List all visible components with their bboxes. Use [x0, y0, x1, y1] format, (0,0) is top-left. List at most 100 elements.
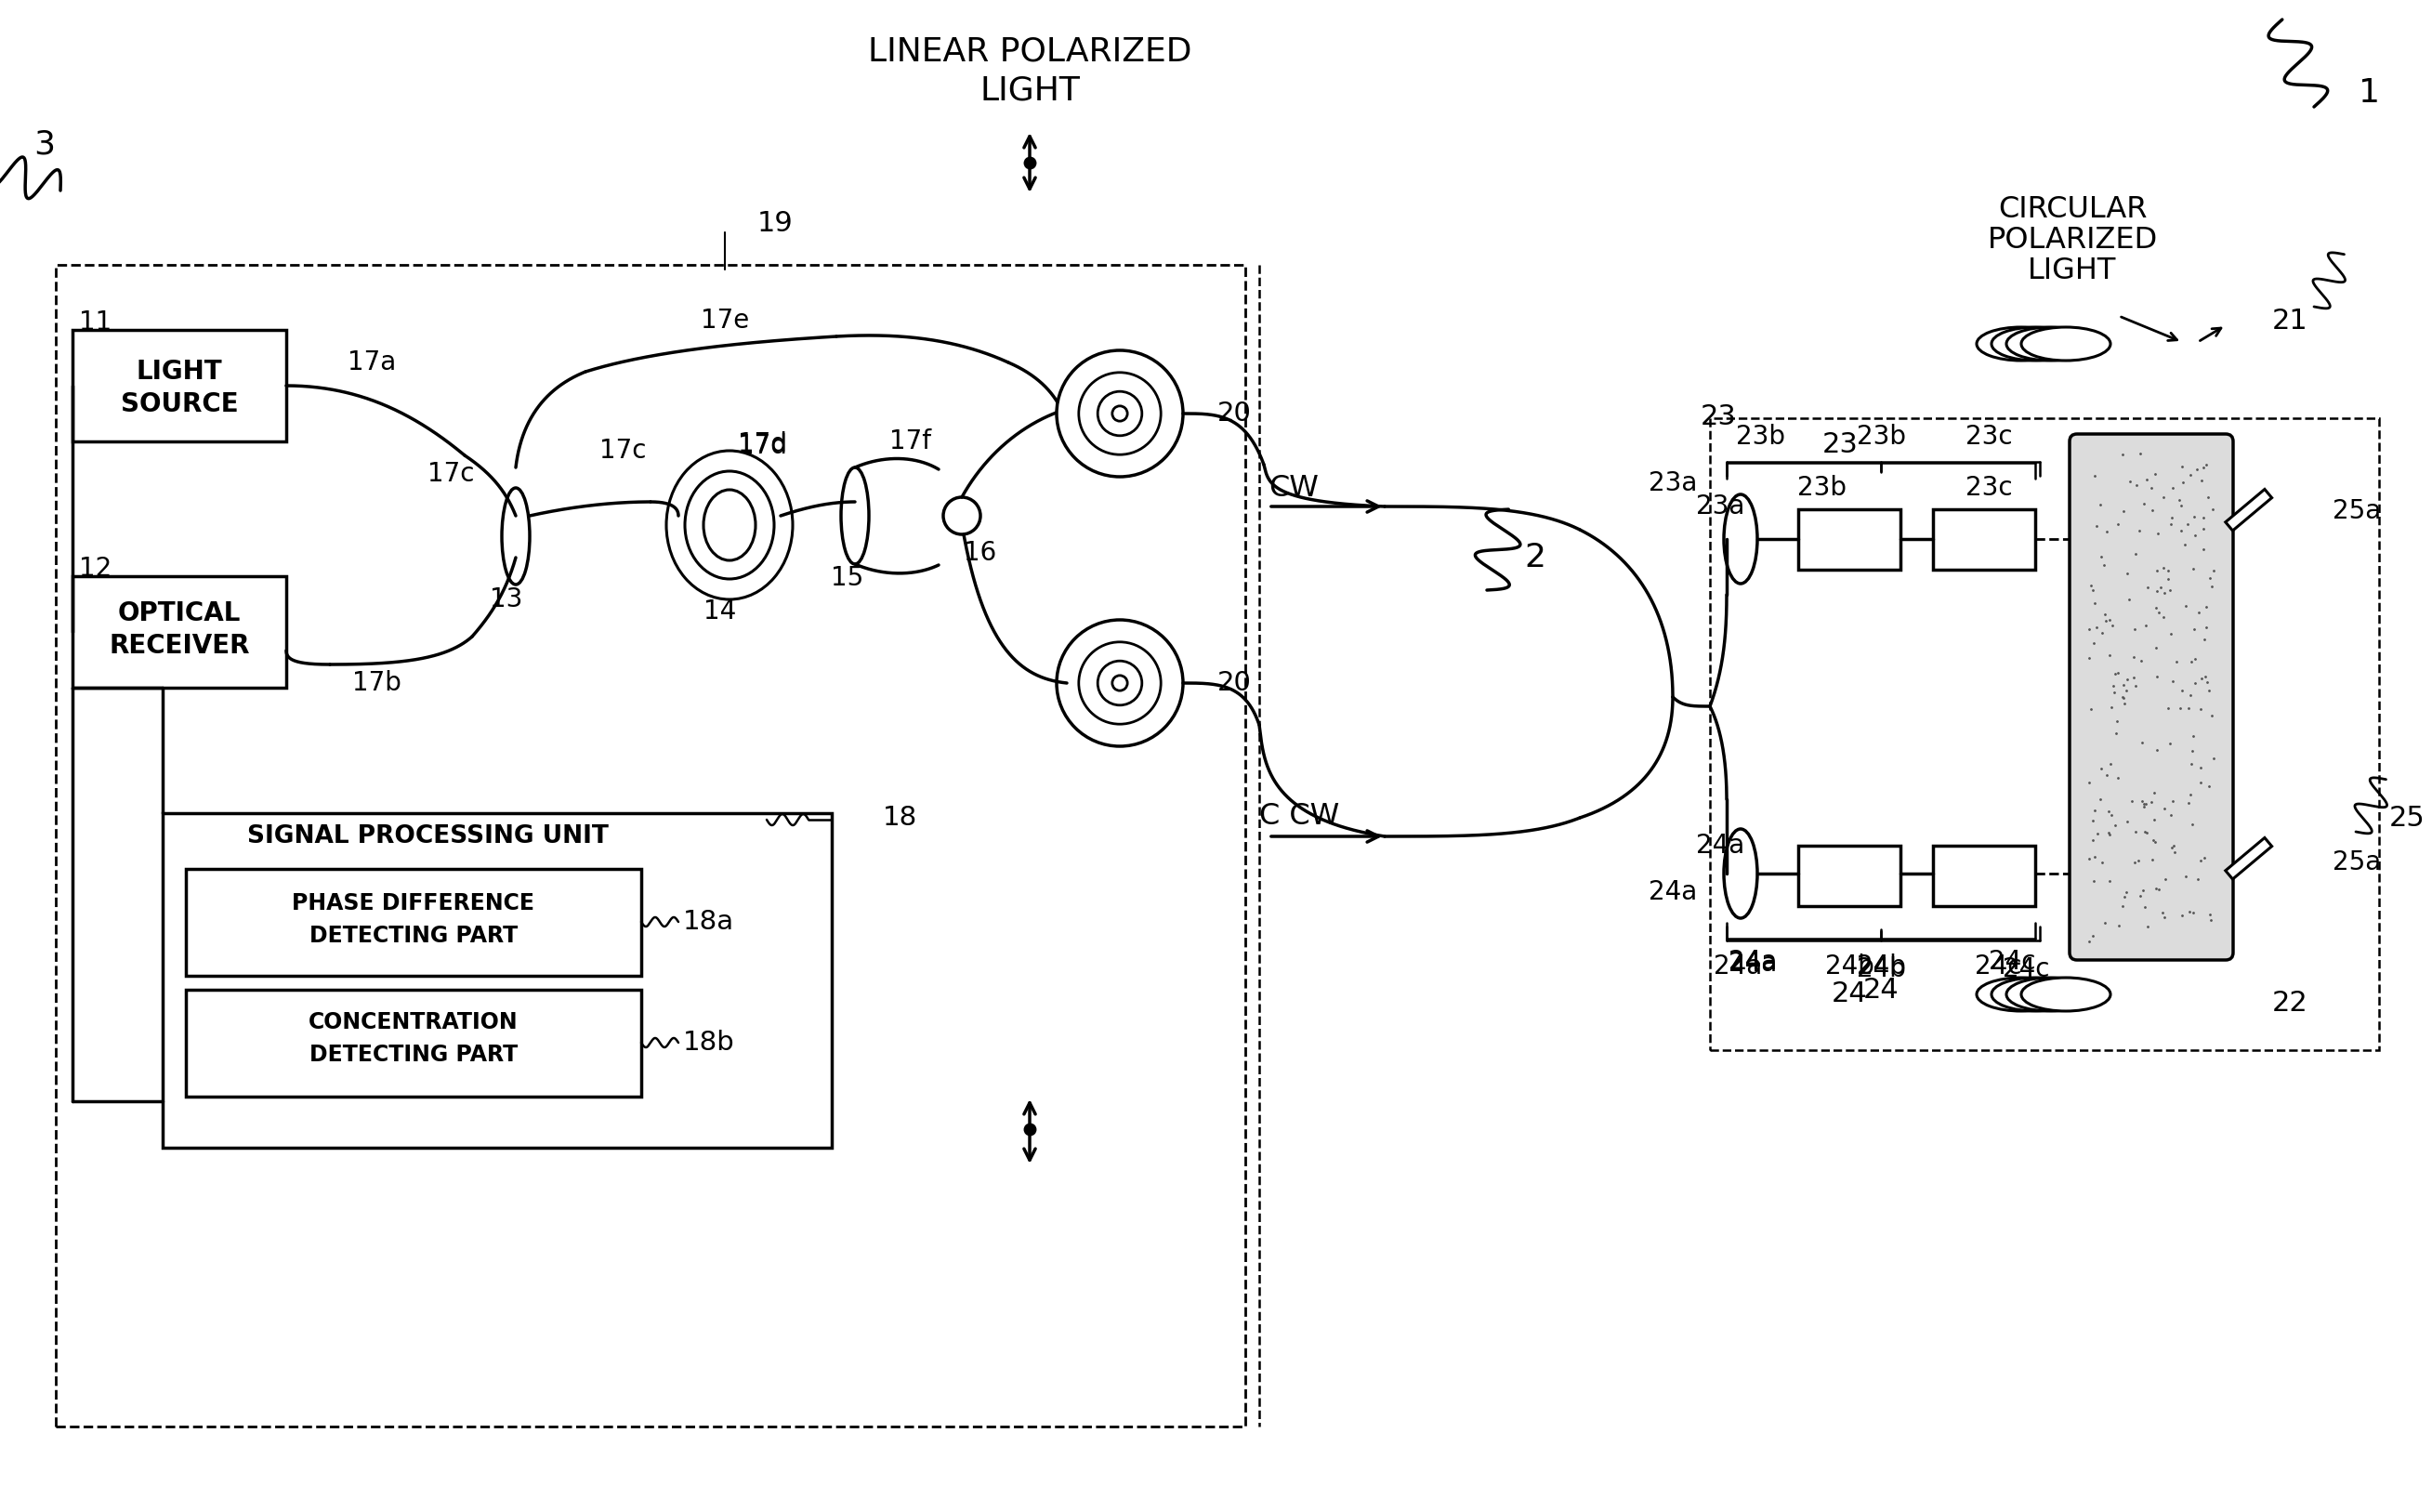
Text: LIGHT: LIGHT: [2028, 256, 2116, 284]
Text: 25a: 25a: [2332, 497, 2381, 525]
Text: 14: 14: [703, 599, 737, 624]
Text: 17b: 17b: [353, 670, 401, 696]
Ellipse shape: [1055, 351, 1182, 476]
Text: 22: 22: [2271, 990, 2308, 1018]
Text: 19: 19: [756, 210, 793, 236]
Text: 23: 23: [1822, 431, 1858, 458]
Text: 17a: 17a: [348, 349, 396, 375]
Ellipse shape: [944, 497, 980, 534]
Text: 23b: 23b: [1797, 475, 1846, 500]
Ellipse shape: [1992, 327, 2082, 360]
Text: 24a: 24a: [1715, 954, 1763, 980]
Bar: [1933, 510, 2036, 570]
Ellipse shape: [1111, 405, 1128, 422]
Ellipse shape: [2006, 978, 2096, 1012]
Text: LINEAR POLARIZED: LINEAR POLARIZED: [868, 35, 1192, 67]
Ellipse shape: [2006, 327, 2096, 360]
Text: POLARIZED: POLARIZED: [1987, 225, 2157, 254]
Text: RECEIVER: RECEIVER: [109, 634, 250, 659]
Bar: [2225, 490, 2271, 531]
Text: SOURCE: SOURCE: [122, 392, 238, 417]
Bar: [73, 330, 287, 442]
Text: 3: 3: [34, 129, 56, 160]
Ellipse shape: [1992, 978, 2082, 1012]
Text: OPTICAL: OPTICAL: [117, 600, 241, 626]
Text: 24c: 24c: [1989, 950, 2036, 975]
Text: 25: 25: [2388, 804, 2425, 832]
Text: 17d: 17d: [737, 432, 786, 460]
Ellipse shape: [703, 490, 756, 561]
Text: 21: 21: [2271, 307, 2308, 334]
Text: C CW: C CW: [1260, 801, 1340, 830]
Ellipse shape: [1080, 643, 1160, 724]
Text: LIGHT: LIGHT: [136, 358, 221, 384]
Text: 17c: 17c: [598, 437, 647, 464]
Text: 23c: 23c: [1965, 423, 2011, 449]
Text: 20: 20: [1218, 670, 1252, 696]
Ellipse shape: [501, 488, 530, 585]
Text: 24a: 24a: [1695, 833, 1744, 859]
Text: DETECTING PART: DETECTING PART: [309, 925, 518, 947]
Text: 15: 15: [832, 565, 863, 591]
Bar: [1933, 845, 2036, 906]
Bar: [1797, 510, 1899, 570]
Text: 24a: 24a: [1649, 878, 1698, 906]
Text: 16: 16: [963, 540, 997, 565]
Text: CIRCULAR: CIRCULAR: [1997, 195, 2147, 224]
Text: 12: 12: [78, 556, 112, 582]
Bar: [56, 265, 1245, 1426]
Bar: [185, 990, 642, 1096]
Text: 17d: 17d: [737, 431, 786, 457]
Ellipse shape: [1977, 978, 2065, 1012]
Text: 17e: 17e: [700, 307, 749, 334]
Text: 13: 13: [489, 587, 523, 612]
Bar: [1797, 845, 1899, 906]
Bar: [185, 869, 642, 975]
Text: CW: CW: [1270, 473, 1318, 502]
Ellipse shape: [1080, 372, 1160, 455]
Text: 23a: 23a: [1695, 493, 1744, 520]
Text: 18: 18: [883, 804, 917, 830]
Bar: [73, 576, 287, 688]
Text: CONCENTRATION: CONCENTRATION: [309, 1012, 518, 1033]
Text: 23: 23: [1700, 402, 1736, 429]
Ellipse shape: [2021, 327, 2111, 360]
Text: 24b: 24b: [1856, 954, 1907, 980]
Ellipse shape: [1097, 661, 1143, 705]
Text: 11: 11: [78, 310, 112, 336]
Ellipse shape: [1724, 494, 1758, 584]
Text: LIGHT: LIGHT: [980, 74, 1080, 106]
Ellipse shape: [841, 467, 868, 564]
Ellipse shape: [1724, 829, 1758, 918]
Ellipse shape: [666, 451, 793, 599]
Text: DETECTING PART: DETECTING PART: [309, 1043, 518, 1066]
Text: PHASE DIFFERENCE: PHASE DIFFERENCE: [292, 892, 535, 915]
Text: 17c: 17c: [428, 461, 474, 487]
Text: 23b: 23b: [1856, 423, 1907, 449]
Bar: [1710, 419, 2378, 1051]
Text: 24b: 24b: [1856, 956, 1907, 983]
Text: 1: 1: [2359, 77, 2381, 109]
Text: 20: 20: [1218, 401, 1252, 426]
Text: 23b: 23b: [1736, 423, 1785, 449]
Ellipse shape: [2021, 978, 2111, 1012]
Bar: [163, 813, 832, 1148]
Text: 24c: 24c: [2002, 956, 2050, 983]
Text: 24b: 24b: [1824, 954, 1875, 980]
Text: 23a: 23a: [1649, 470, 1698, 496]
Text: 24a: 24a: [1729, 950, 1778, 975]
Text: 24a: 24a: [1729, 951, 1778, 977]
Text: 24: 24: [1831, 981, 1868, 1009]
Ellipse shape: [1111, 676, 1128, 691]
Text: 17f: 17f: [890, 428, 931, 455]
Text: 24: 24: [1863, 977, 1899, 1002]
Ellipse shape: [1977, 327, 2065, 360]
Ellipse shape: [1055, 620, 1182, 747]
Text: 23c: 23c: [1965, 475, 2011, 500]
Ellipse shape: [1097, 392, 1143, 435]
Bar: [2225, 838, 2271, 878]
Text: SIGNAL PROCESSING UNIT: SIGNAL PROCESSING UNIT: [246, 824, 608, 848]
Ellipse shape: [686, 472, 773, 579]
Text: 25a: 25a: [2332, 850, 2381, 875]
FancyBboxPatch shape: [2070, 434, 2233, 960]
